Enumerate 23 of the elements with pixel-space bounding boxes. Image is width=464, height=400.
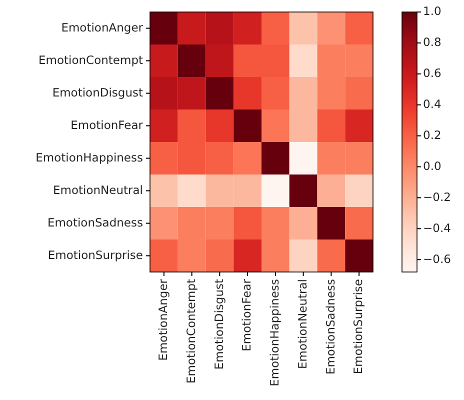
x-tick-label: EmotionNeutral — [295, 279, 310, 369]
color-bar-label: 0.4 — [423, 97, 442, 112]
y-tick-label: EmotionContempt — [38, 52, 144, 67]
color-bar-label: −0.4 — [423, 220, 451, 235]
x-tick-label: EmotionDisgust — [212, 278, 226, 370]
x-tick-label: EmotionFear — [240, 278, 254, 352]
color-bar-label: 0.6 — [423, 66, 442, 80]
color-bar-label: 1.0 — [423, 4, 442, 18]
color-bar-label: −0.2 — [423, 190, 451, 204]
color-bar-label: 0.8 — [423, 35, 442, 50]
color-bar-label: 0.0 — [423, 158, 442, 173]
y-tick-label: EmotionSadness — [47, 215, 144, 230]
y-tick-label: EmotionNeutral — [53, 182, 143, 197]
x-tick-label: EmotionHappiness — [268, 279, 282, 386]
color-bar-label: 0.2 — [423, 128, 442, 142]
y-tick-label: EmotionDisgust — [52, 85, 144, 100]
y-tick-label: EmotionSurprise — [48, 248, 143, 262]
y-tick-label: EmotionFear — [70, 118, 144, 132]
x-tick-label: EmotionSadness — [323, 278, 338, 375]
x-tick-label: EmotionSurprise — [351, 279, 366, 374]
y-tick-label: EmotionAnger — [61, 20, 144, 34]
color-bar-label: −0.6 — [423, 252, 451, 266]
y-tick-label: EmotionHappiness — [36, 150, 143, 164]
